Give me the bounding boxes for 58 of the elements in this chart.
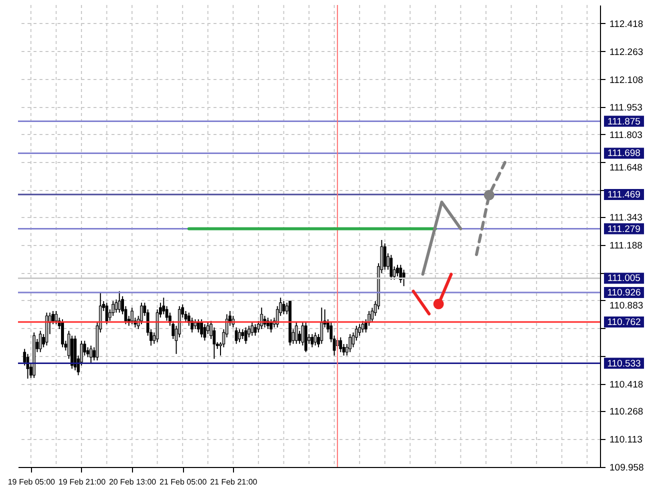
candlestick xyxy=(294,322,298,344)
ref-line-label: 111.698 xyxy=(608,148,640,160)
candlestick xyxy=(361,320,364,333)
x-tick-label: 21 Feb 21:00 xyxy=(210,478,258,486)
y-tick-label: 111.803 xyxy=(610,130,642,141)
candlestick xyxy=(339,336,342,353)
y-tick-label: 110.268 xyxy=(610,406,644,418)
candlestick xyxy=(118,290,121,314)
candlestick xyxy=(358,324,362,336)
candlestick xyxy=(396,264,399,277)
candlestick xyxy=(310,334,314,348)
candlestick xyxy=(282,300,286,315)
candlestick xyxy=(402,269,406,287)
y-tick-label: 109.958 xyxy=(610,462,644,474)
candlestick xyxy=(348,334,352,353)
candlestick xyxy=(89,345,92,364)
ref-line-label: 111.469 xyxy=(608,190,640,201)
candlestick xyxy=(320,307,324,344)
candlestick xyxy=(260,307,264,330)
ref-line-label: 111.875 xyxy=(608,116,640,128)
candlestick xyxy=(254,324,257,336)
ref-line-label: 110.926 xyxy=(607,287,641,298)
y-tick-label: 110.883 xyxy=(610,300,644,312)
x-tick-label: 20 Feb 13:00 xyxy=(108,478,157,486)
y-tick-label: 110.418 xyxy=(610,380,644,391)
candlestick xyxy=(234,326,238,344)
candlestick xyxy=(38,330,42,353)
candlestick xyxy=(200,318,203,338)
candlestick xyxy=(203,324,206,342)
ref-line-label: 111.005 xyxy=(608,273,640,284)
y-tick-label: 111.188 xyxy=(610,240,642,252)
candlestick xyxy=(130,307,134,325)
candlestick xyxy=(383,242,386,270)
candlestick xyxy=(140,302,143,325)
ref-line-label: 110.533 xyxy=(607,358,641,370)
candlestick xyxy=(54,310,58,325)
y-tick-label: 112.418 xyxy=(610,18,644,30)
candlestick xyxy=(196,318,200,333)
candlestick xyxy=(238,328,241,343)
candlestick xyxy=(241,328,244,340)
x-tick-label: 19 Feb 21:00 xyxy=(58,478,106,486)
y-tick-label: 112.263 xyxy=(610,46,644,58)
x-tick-label: 19 Feb 05:00 xyxy=(8,478,56,486)
candlestick xyxy=(399,264,402,284)
y-tick-label: 112.108 xyxy=(610,74,644,86)
y-tick-label: 111.648 xyxy=(610,162,642,174)
candlestick xyxy=(244,326,248,344)
ref-line-label: 111.279 xyxy=(608,224,640,235)
y-tick-label: 110.113 xyxy=(610,434,642,446)
y-tick-label: 111.343 xyxy=(610,212,642,224)
x-tick-label: 21 Feb 05:00 xyxy=(160,478,208,486)
candlestick xyxy=(250,322,254,336)
ref-line-label: 110.762 xyxy=(607,317,641,328)
candlestick xyxy=(314,332,317,346)
y-tick-label: 111.953 xyxy=(610,102,642,114)
candlestick xyxy=(390,254,393,280)
candlestick xyxy=(61,318,64,348)
candlestick xyxy=(270,318,273,333)
